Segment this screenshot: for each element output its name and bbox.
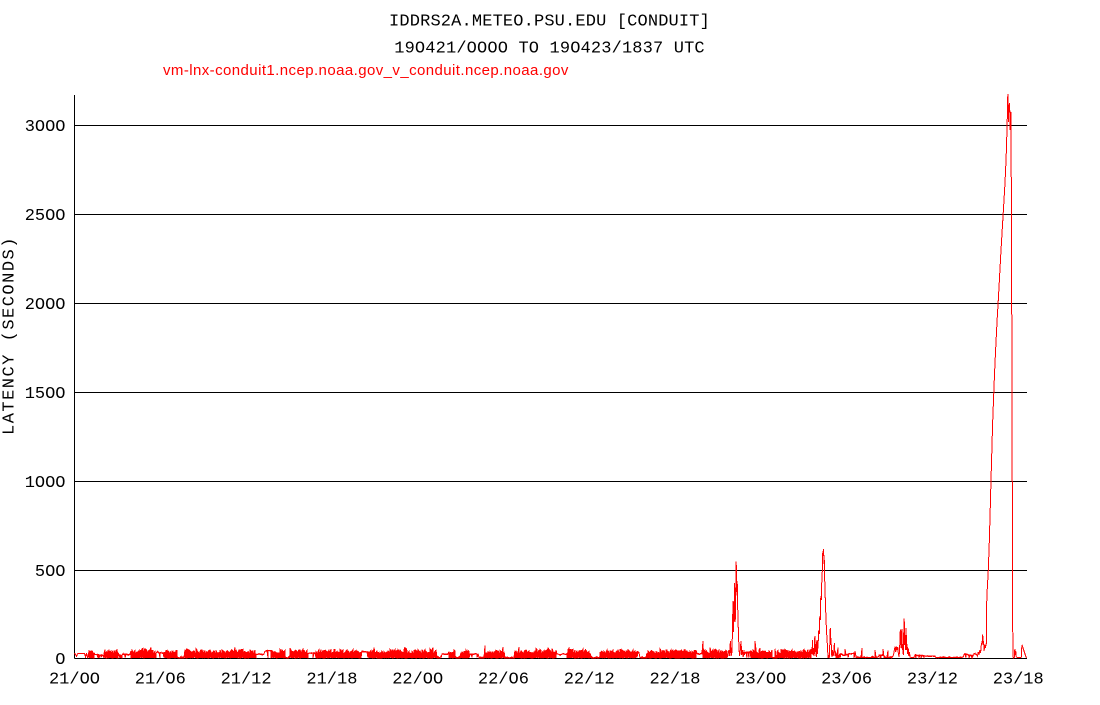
svg-text:2OOO: 2OOO bbox=[25, 296, 66, 315]
svg-text:22/18: 22/18 bbox=[649, 671, 700, 690]
svg-text:LATENCY (SECONDS): LATENCY (SECONDS) bbox=[1, 236, 20, 435]
svg-text:21/18: 21/18 bbox=[306, 671, 357, 690]
svg-text:3OOO: 3OOO bbox=[25, 118, 66, 137]
svg-text:23/O6: 23/O6 bbox=[821, 671, 872, 690]
svg-text:21/12: 21/12 bbox=[221, 671, 272, 690]
svg-text:21/O6: 21/O6 bbox=[135, 671, 186, 690]
svg-text:25OO: 25OO bbox=[25, 207, 66, 226]
svg-text:19O421/OOOO TO 19O423/1837 UTC: 19O421/OOOO TO 19O423/1837 UTC bbox=[394, 40, 705, 59]
svg-text:21/OO: 21/OO bbox=[49, 671, 100, 690]
svg-text:15OO: 15OO bbox=[25, 385, 66, 404]
svg-text:5OO: 5OO bbox=[35, 563, 66, 582]
svg-text:vm-lnx-conduit1.ncep.noaa.gov_: vm-lnx-conduit1.ncep.noaa.gov_v_conduit.… bbox=[163, 62, 569, 79]
svg-text:22/O6: 22/O6 bbox=[478, 671, 529, 690]
svg-text:22/12: 22/12 bbox=[564, 671, 615, 690]
svg-text:1OOO: 1OOO bbox=[25, 474, 66, 493]
svg-text:23/OO: 23/OO bbox=[735, 671, 786, 690]
svg-text:IDDRS2A.METEO.PSU.EDU [CONDUIT: IDDRS2A.METEO.PSU.EDU [CONDUIT] bbox=[389, 13, 710, 32]
svg-text:23/12: 23/12 bbox=[907, 671, 958, 690]
svg-text:23/18: 23/18 bbox=[993, 671, 1044, 690]
svg-text:O: O bbox=[55, 651, 65, 670]
svg-text:22/OO: 22/OO bbox=[392, 671, 443, 690]
